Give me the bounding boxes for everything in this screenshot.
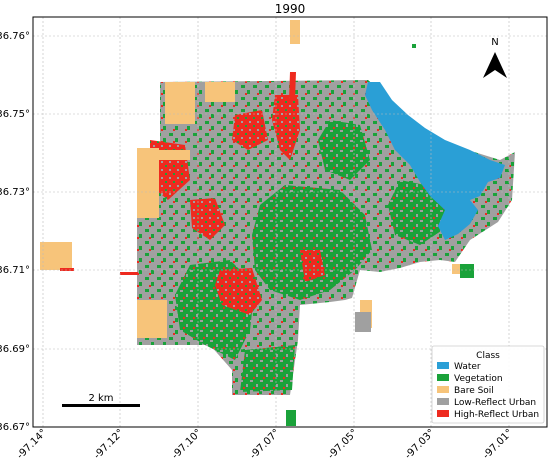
- lon-tick-label: -97.10°: [170, 427, 204, 461]
- high-reflect-urban: [215, 268, 262, 315]
- legend-swatch-bare-soil: [437, 386, 449, 393]
- outlying-patch: [355, 312, 371, 332]
- high-reflect-urban: [190, 198, 225, 240]
- legend-label: High-Reflect Urban: [454, 410, 539, 420]
- bare-soil: [137, 148, 159, 218]
- lon-axis: -97.14° -97.12° -97.10° -97.07° -97.05° …: [15, 427, 515, 461]
- legend-item: Bare Soil: [437, 386, 494, 396]
- lat-axis: 36.76° 36.75° 36.73° 36.71° 36.69° 36.67…: [0, 31, 30, 433]
- north-label: N: [491, 37, 498, 48]
- legend: Class Water Vegetation Bare Soil Low-Ref…: [431, 345, 545, 424]
- scale-bar: 2 km: [62, 393, 140, 407]
- lat-tick-label: 36.71°: [0, 265, 30, 276]
- bare-soil: [205, 82, 235, 102]
- legend-title: Class: [476, 351, 500, 361]
- north-arrow-icon: N: [483, 37, 507, 78]
- legend-label: Low-Reflect Urban: [454, 398, 536, 408]
- lat-tick-label: 36.75°: [0, 109, 30, 120]
- bare-soil: [165, 82, 195, 124]
- lat-tick-label: 36.73°: [0, 187, 30, 198]
- high-reflect-urban: [272, 95, 300, 160]
- high-reflect-urban: [300, 250, 325, 282]
- legend-swatch-high-reflect-urban: [437, 410, 449, 417]
- legend-item: Vegetation: [437, 374, 503, 384]
- plot-frame: [32, 16, 548, 428]
- legend-swatch-low-reflect-urban: [437, 398, 449, 405]
- water-body: [365, 82, 505, 240]
- high-reflect-urban: [232, 110, 268, 150]
- map-title: 1990: [275, 2, 306, 16]
- lon-tick-label: -97.07°: [248, 427, 282, 461]
- scale-bar-label: 2 km: [88, 393, 113, 404]
- vegetation-area: [240, 345, 295, 392]
- outlying-patch: [412, 44, 416, 48]
- legend-swatch-vegetation: [437, 374, 449, 381]
- bare-soil: [137, 300, 167, 338]
- outlying-patch: [460, 264, 474, 278]
- land-cover-raster: [40, 20, 515, 426]
- vegetation-area: [318, 120, 370, 180]
- lon-tick-label: -97.05°: [326, 427, 360, 461]
- lon-tick-label: -97.03°: [403, 427, 437, 461]
- legend-label: Vegetation: [454, 374, 503, 384]
- legend-label: Water: [454, 362, 481, 372]
- lon-tick-label: -97.01°: [481, 427, 515, 461]
- lat-tick-label: 36.67°: [0, 422, 30, 433]
- legend-item: Water: [437, 362, 481, 372]
- legend-label: Bare Soil: [454, 386, 494, 396]
- bare-soil: [150, 150, 190, 160]
- legend-swatch-water: [437, 362, 449, 369]
- bare-soil: [290, 20, 300, 44]
- legend-item: High-Reflect Urban: [437, 410, 539, 420]
- lat-tick-label: 36.76°: [0, 31, 30, 42]
- vegetation-area: [252, 185, 372, 300]
- high-reflect-urban: [289, 72, 296, 100]
- outlying-patch: [120, 272, 138, 275]
- outlying-patch: [60, 268, 74, 271]
- bare-soil: [40, 242, 72, 270]
- legend-item: Low-Reflect Urban: [437, 398, 536, 408]
- outlying-patch: [286, 410, 296, 426]
- lat-tick-label: 36.69°: [0, 344, 30, 355]
- legend-box: [431, 345, 545, 424]
- lon-tick-label: -97.12°: [92, 427, 126, 461]
